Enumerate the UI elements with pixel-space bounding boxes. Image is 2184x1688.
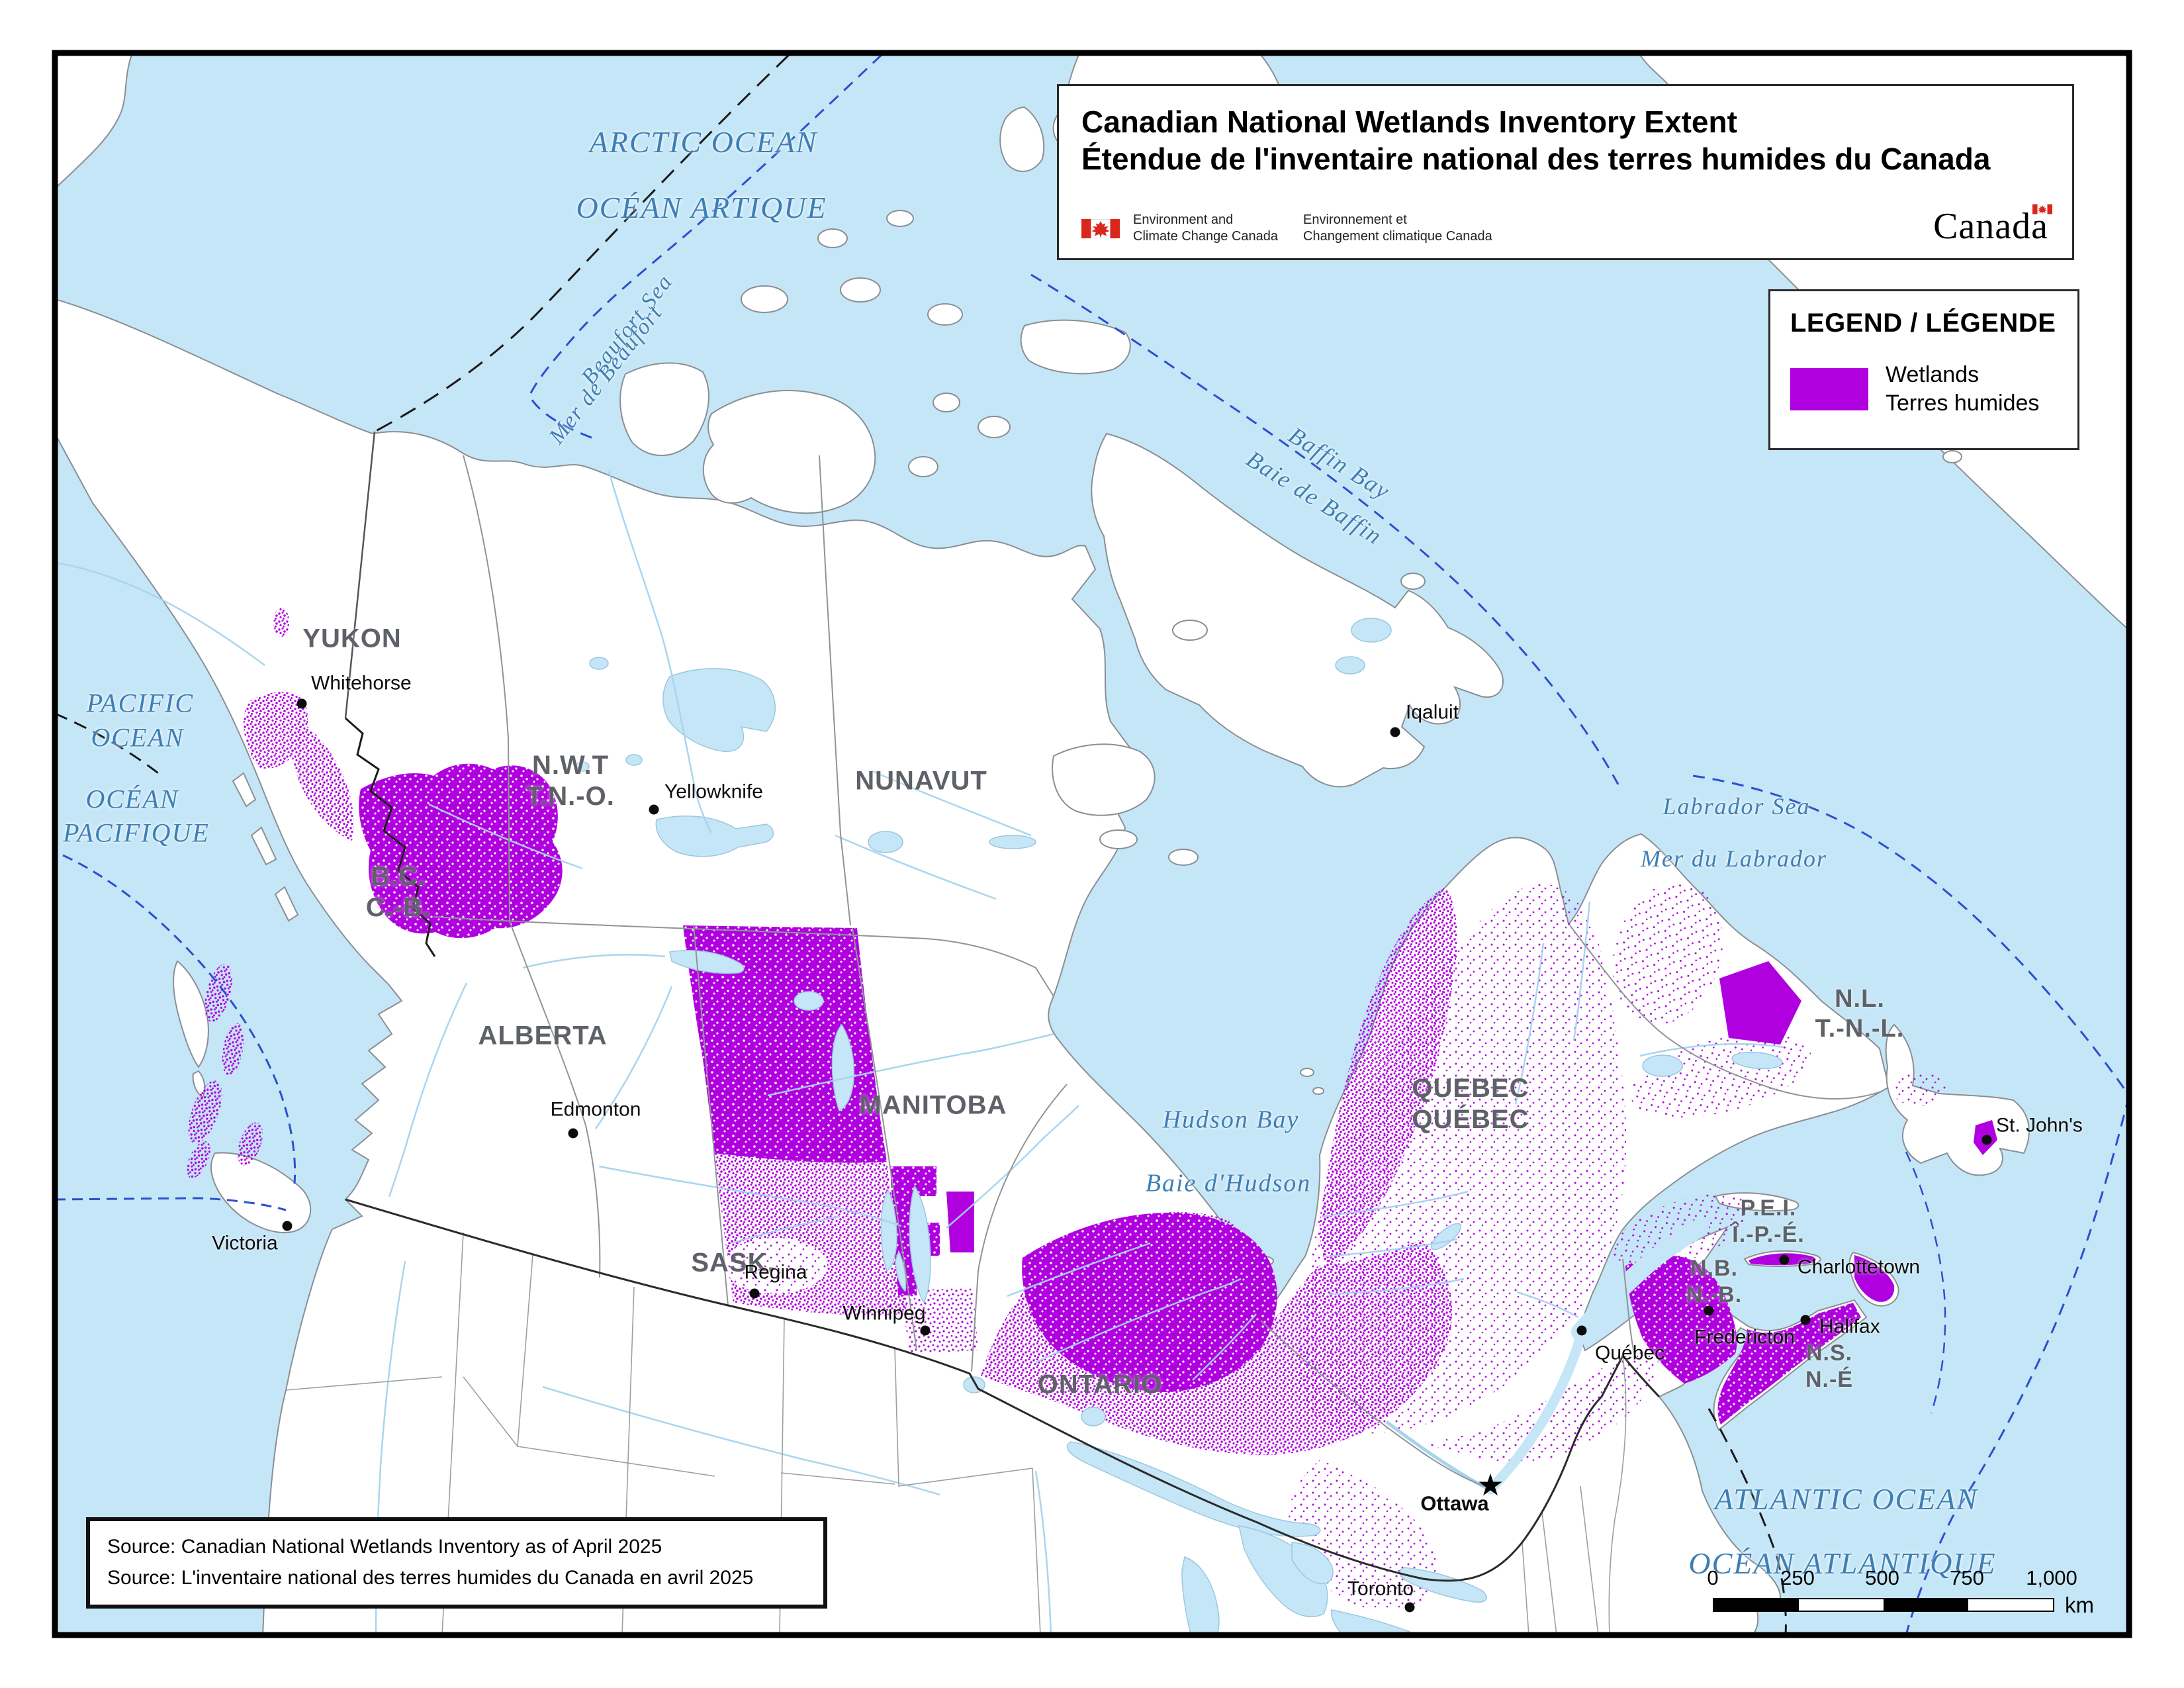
dash-baffin-eez xyxy=(1030,273,1619,785)
island-baffin xyxy=(1091,432,1504,788)
scale-unit: km xyxy=(2065,1593,2094,1617)
scale-tick-750: 750 xyxy=(1950,1566,1984,1589)
source-line-en: Source: Canadian National Wetlands Inven… xyxy=(107,1536,662,1558)
lake-great-slave xyxy=(655,815,774,857)
island-vancouver xyxy=(210,1152,312,1233)
legend-item-wetlands: Wetlands Terres humides xyxy=(1790,361,2058,417)
border-60th-parallel xyxy=(433,916,1054,997)
boundaries xyxy=(285,431,1884,1635)
dept-name-en: Environment and Climate Change Canada xyxy=(1133,212,1279,244)
dash-beaufort-black xyxy=(374,54,790,433)
border-canada-us xyxy=(345,1198,1624,1582)
wetland-labrador-patch xyxy=(1719,961,1801,1045)
border-yukon-nwt xyxy=(463,455,510,922)
border-ab-sk xyxy=(693,924,729,1306)
border-nb-maine xyxy=(1621,1355,1661,1398)
lake-great-bear xyxy=(662,668,776,752)
title-box: Canadian National Wetlands Inventory Ext… xyxy=(1057,84,2074,260)
scale-tick-500: 500 xyxy=(1865,1566,1899,1589)
wordmark-text: Canada xyxy=(1933,206,2048,247)
lake-erie xyxy=(1330,1609,1412,1635)
source-line-fr: Source: L'inventaire national des terres… xyxy=(107,1566,754,1589)
border-on-qc xyxy=(1260,1320,1491,1489)
island-victoria xyxy=(702,390,876,514)
border-sk-mb xyxy=(852,927,917,1351)
wetland-quebec-wide xyxy=(1298,884,1627,1434)
border-bc-ab xyxy=(509,921,601,1278)
us-state-lines xyxy=(285,1232,1627,1635)
border-alaska-yukon xyxy=(344,431,376,719)
wordmark-flag-icon xyxy=(2032,204,2052,214)
border-mb-on xyxy=(971,1084,1068,1372)
legend-heading: LEGEND / LÉGENDE xyxy=(1790,308,2056,338)
dash-beaufort-eez xyxy=(528,54,883,442)
island-southampton xyxy=(1052,743,1156,816)
dash-atlantic-eez xyxy=(1905,1095,2129,1635)
map-title-en: Canadian National Wetlands Inventory Ext… xyxy=(1081,105,1737,139)
wetland-ottawa-valley xyxy=(1423,1344,1659,1462)
dash-ns-territorial xyxy=(1905,1151,1946,1414)
island-devon xyxy=(1020,319,1131,375)
border-alaska-panhandle xyxy=(345,717,436,957)
scale-tick-1000: 1,000 xyxy=(2026,1566,2077,1589)
lake-winnipeg xyxy=(909,1185,931,1304)
map-frame xyxy=(52,50,2132,1638)
border-qc-nb xyxy=(1622,1258,1635,1358)
source-box: Source: Canadian National Wetlands Inven… xyxy=(86,1517,827,1609)
border-nwt-nunavut xyxy=(819,455,851,926)
wetland-sask-south xyxy=(715,1153,908,1316)
wetlands-color-swatch xyxy=(1790,367,1868,410)
lake-reindeer xyxy=(831,1023,855,1112)
wetland-cape-breton xyxy=(1854,1255,1895,1302)
dash-juan-de-fuca xyxy=(55,1197,287,1211)
maritime-boundaries xyxy=(55,54,2129,1635)
legend-item-label: Wetlands Terres humides xyxy=(1886,362,2040,416)
legend-box: LEGEND / LÉGENDE Wetlands Terres humides xyxy=(1768,289,2079,450)
map-title-fr: Étendue de l'inventaire national des ter… xyxy=(1081,142,1991,177)
scale-bar-segments xyxy=(1713,1598,2054,1612)
border-qc-nl xyxy=(1569,925,1884,1100)
scale-tick-250: 250 xyxy=(1780,1566,1815,1589)
island-haida-gwaii xyxy=(173,960,209,1068)
canada-wordmark: Canada xyxy=(1933,204,2052,248)
canada-flag-icon xyxy=(1081,218,1120,238)
st-lawrence-river xyxy=(1485,1327,1586,1495)
lake-huron xyxy=(1238,1525,1328,1617)
dash-dixon-black xyxy=(55,712,165,779)
island-axel-heiberg xyxy=(999,106,1045,172)
lake-michigan xyxy=(1181,1556,1220,1635)
dash-pacific-eez xyxy=(62,854,296,1184)
wetland-manitoba-south xyxy=(900,1288,978,1354)
lake-athabasca xyxy=(669,949,745,974)
dash-labrador-eez xyxy=(1692,774,2129,1096)
department-signature: Environment and Climate Change Canada En… xyxy=(1081,212,1492,245)
dept-name-fr: Environnement et Changement climatique C… xyxy=(1303,212,1492,244)
wetland-yukon-patch-2 xyxy=(291,718,354,841)
island-banks xyxy=(619,362,709,456)
scale-tick-0: 0 xyxy=(1707,1566,1719,1589)
scale-bar: 0 250 500 750 1,000 km xyxy=(1707,1566,2123,1632)
wetland-quebec-hudson-strip xyxy=(1319,887,1457,1268)
land-alaska-corner xyxy=(55,53,134,190)
lakes-rivers xyxy=(55,471,1784,1635)
lake-ontario xyxy=(1399,1567,1488,1603)
